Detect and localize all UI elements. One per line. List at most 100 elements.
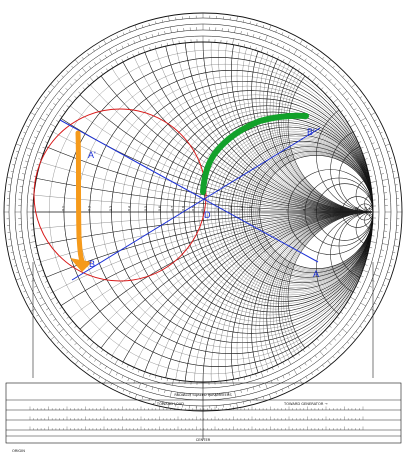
ring-tick: [394, 177, 400, 179]
ring-tick: [172, 38, 174, 45]
ring-tick: [14, 157, 17, 159]
ring-tick: [79, 74, 82, 77]
ring-tick: [287, 386, 290, 389]
ring-tick: [104, 366, 107, 369]
resistance-tick-label: 5: [314, 209, 318, 211]
ring-tick: [56, 80, 59, 83]
ring-tick: [305, 376, 308, 379]
minor-reactance-arc: [218, 211, 373, 382]
ring-tick: [347, 80, 350, 83]
ring-tick: [134, 394, 137, 400]
ring-tick: [380, 173, 384, 175]
ring-tick: [353, 313, 357, 316]
ring-tick: [132, 367, 135, 371]
ring-tick: [57, 323, 60, 327]
reactance-arc: [330, 126, 373, 213]
minor-reactance-arc: [236, 42, 373, 213]
ring-tick: [53, 103, 56, 106]
radial-scale-block: RADIALLY SCALED PARAMETERS ← TOWARD LOAD…: [5, 382, 402, 453]
ring-tick: [355, 90, 358, 93]
ring-tick: [385, 143, 391, 146]
ring-tick: [376, 268, 379, 270]
ring-tick: [343, 306, 347, 309]
ring-tick: [282, 362, 285, 365]
ring-tick: [26, 147, 33, 150]
ring-tick: [56, 341, 59, 344]
ring-tick: [79, 347, 82, 350]
ring-tick: [121, 45, 124, 49]
ring-tick: [377, 160, 381, 163]
ring-tick: [127, 378, 130, 382]
ring-tick: [347, 341, 350, 344]
blue-line-b-to-b-prime: [71, 127, 321, 281]
ring-tick: [332, 356, 335, 359]
ring-tick: [99, 362, 102, 366]
ring-tick: [71, 356, 74, 359]
ring-tick: [127, 42, 130, 46]
ring-tick: [281, 389, 284, 392]
ring-tick: [114, 359, 119, 365]
ring-tick: [65, 88, 68, 91]
ring-tick: [155, 21, 157, 24]
minor-reactance-arc: [236, 211, 373, 382]
reactance-arc: [316, 98, 373, 213]
ring-tick: [234, 26, 236, 33]
ring-tick: [333, 83, 337, 86]
ring-tick: [377, 296, 380, 299]
ring-tick: [276, 42, 279, 46]
ring-tick: [234, 391, 236, 398]
orange-arc: [75, 130, 87, 269]
ring-tick: [15, 278, 21, 281]
ring-tick: [357, 308, 360, 311]
ring-tick: [366, 291, 370, 294]
ring-tick: [359, 96, 363, 99]
minor-reactance-arc: [210, 42, 373, 213]
minor-reactance-arc: [269, 211, 373, 382]
reactance-arc: [231, 42, 373, 213]
ring-tick: [311, 48, 314, 52]
minor-reactance-arc: [218, 42, 373, 213]
label-a-prime: A': [88, 150, 96, 160]
green-arc: [200, 112, 309, 195]
ring-tick: [50, 130, 53, 133]
ring-tick: [362, 269, 369, 273]
ring-tick: [58, 328, 64, 333]
ring-tick: [355, 331, 358, 334]
ring-tick: [142, 25, 144, 28]
scale-center: CENTER: [196, 438, 211, 442]
ring-tick: [98, 45, 101, 48]
ring-tick: [87, 338, 90, 341]
ring-tick: [374, 119, 377, 122]
reactance-arc: [316, 211, 373, 326]
resistance-tick-label: 3: [286, 209, 290, 211]
reactance-arc: [287, 211, 373, 382]
resistance-tick-label: 0.2: [87, 206, 91, 211]
ring-tick: [249, 400, 251, 403]
ring-tick: [333, 98, 338, 103]
scale-frame: [5, 382, 402, 444]
ring-tick: [287, 59, 292, 65]
ring-tick: [282, 375, 285, 379]
ring-tick: [370, 181, 377, 183]
ring-tick: [46, 113, 49, 116]
ring-tick: [373, 147, 380, 150]
ring-tick: [37, 151, 44, 155]
ring-tick: [351, 336, 356, 341]
ring-tick: [369, 136, 373, 139]
ring-tick: [92, 372, 95, 376]
ring-tick: [172, 379, 174, 386]
ring-tick: [104, 55, 107, 58]
ring-tick: [43, 325, 47, 328]
ring-tick: [379, 167, 383, 169]
ring-tick: [346, 323, 349, 327]
ring-tick: [39, 124, 43, 127]
ring-tick: [53, 318, 56, 321]
ring-tick: [299, 366, 302, 369]
ring-tick: [92, 48, 95, 52]
ring-tick: [360, 117, 366, 122]
ring-tick: [168, 15, 170, 21]
ring-tick: [16, 271, 19, 273]
label-b: B: [89, 259, 95, 269]
ring-tick: [382, 243, 389, 245]
ring-tick: [145, 36, 147, 39]
